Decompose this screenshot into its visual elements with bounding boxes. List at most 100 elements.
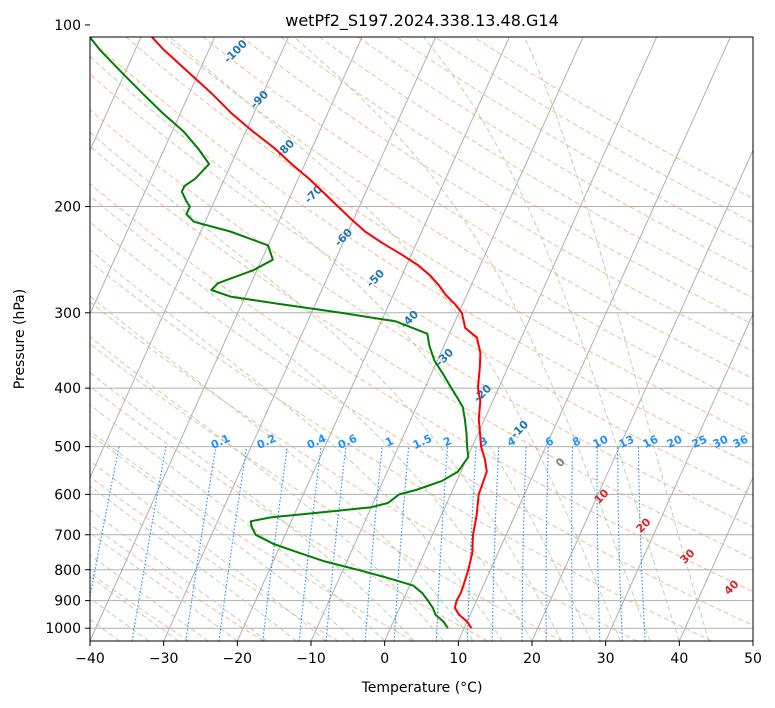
mixing-ratio-line [262, 446, 288, 641]
isotherm-line [236, 37, 510, 641]
isotherm-line [752, 639, 753, 641]
dry-adiabat-line [90, 183, 753, 593]
mixing-ratio-label: 36 [731, 433, 751, 451]
moist-adiabat-line [90, 336, 444, 641]
moist-adiabat-line [90, 532, 238, 641]
moist-adiabat-label: -50 [364, 267, 387, 290]
dry-adiabat-line [90, 301, 638, 641]
x-tick-label: 0 [380, 651, 389, 667]
dry-adiabat-line [202, 37, 753, 380]
moist-adiabat-line [90, 295, 474, 641]
mixing-ratio-line [435, 446, 449, 641]
background-lines [90, 37, 753, 641]
isotherm-line [457, 37, 731, 641]
dry-adiabat-line [90, 343, 563, 641]
isotherm-line [384, 37, 658, 641]
y-tick-label: 500 [54, 440, 81, 456]
moist-adiabat-label: -100 [221, 37, 250, 66]
y-tick-label: 100 [54, 18, 81, 34]
moist-adiabat-line [90, 371, 415, 641]
mixing-ratio-label: 0.4 [305, 432, 328, 452]
x-tick-label: 20 [523, 651, 541, 667]
mixing-ratio-line [521, 446, 527, 641]
moist-adiabat-label: -30 [433, 346, 456, 369]
moist-adiabat-label: -60 [332, 226, 355, 249]
x-tick-label: −20 [223, 651, 253, 667]
mixing-ratio-label: 20 [665, 433, 685, 451]
moist-adiabat-label: -70 [302, 183, 325, 206]
dry-adiabat-line [90, 38, 753, 466]
x-tick-label: −40 [75, 651, 105, 667]
moist-adiabat-line [90, 249, 503, 641]
dry-adiabat-line [90, 109, 753, 528]
plot-frame [89, 36, 754, 642]
moist-adiabat-line [90, 433, 356, 641]
dry-adiabat-line [357, 37, 753, 273]
dry-adiabat-label: 40 [722, 577, 742, 597]
mixing-ratio-line [571, 446, 574, 641]
chart-title: wetPf2_S197.2024.338.13.48.G14 [285, 11, 559, 31]
y-tick-label: 800 [54, 563, 81, 579]
y-axis-label: Pressure (hPa) [12, 289, 28, 389]
y-tick-label: 200 [54, 200, 81, 216]
moist-adiabat-line [90, 195, 533, 641]
mixing-ratio-label: 0.1 [209, 432, 232, 452]
dry-adiabat-line [90, 572, 190, 641]
moist-adiabat-label: -80 [274, 137, 297, 160]
mixing-ratio-line [637, 446, 646, 641]
mixing-ratio-line [90, 446, 120, 600]
dry-adiabat-line [125, 37, 753, 437]
mixing-ratio-label: 30 [711, 433, 731, 451]
dry-adiabat-line [163, 37, 753, 408]
line-labels: 0.1 0.2 0.4 0.6 1 1.5 2 3 4 6 8 10 13 16 20 25 30 36-100-… [209, 37, 751, 598]
x-tick-label: 30 [597, 651, 615, 667]
x-tick-label: −10 [296, 651, 326, 667]
isotherm-line [678, 476, 753, 641]
x-tick-label: 50 [744, 651, 762, 667]
mixing-ratio-label: 25 [690, 433, 709, 451]
x-tick-label: −30 [149, 651, 179, 667]
y-tick-label: 900 [54, 594, 81, 610]
dry-adiabat-label: 20 [634, 515, 654, 535]
moist-adiabat-line [90, 509, 268, 641]
mixing-ratio-line [185, 446, 217, 641]
mixing-ratio-line [596, 446, 601, 641]
x-tick-label: 10 [449, 651, 467, 667]
mixing-ratio-line [545, 446, 549, 641]
profile-lines [90, 37, 488, 629]
axes: −40 −30 −20 −10 0 10 20 30 40 5010020030040050060… [45, 18, 762, 667]
moist-adiabat-line [90, 131, 562, 641]
dry-adiabat-line [90, 145, 753, 560]
dry-adiabat-label: 30 [678, 546, 698, 566]
mixing-ratio-line [131, 446, 167, 641]
isotherm-line [605, 312, 753, 641]
mixing-ratio-line [491, 446, 500, 641]
moist-adiabat-label: -20 [471, 382, 494, 405]
dry-adiabat-line [90, 73, 753, 497]
moist-adiabat-line [90, 554, 209, 641]
y-tick-label: 400 [54, 381, 81, 397]
isotherm-line [90, 37, 216, 316]
moist-adiabat-line [90, 460, 327, 641]
isotherm-line [90, 37, 289, 479]
mixing-ratio-line [218, 446, 248, 641]
mixing-ratio-line [393, 446, 410, 641]
dry-adiabat-line [90, 221, 753, 627]
isotherm-line [531, 149, 753, 641]
y-tick-label: 1000 [45, 621, 81, 637]
moist-adiabat-line [90, 576, 179, 641]
dry-adiabat-line [279, 37, 753, 325]
mixing-ratio-label: 16 [641, 433, 661, 451]
dry-adiabat-line [90, 430, 414, 641]
x-tick-label: 40 [670, 651, 688, 667]
dry-adiabat-line [241, 37, 753, 352]
dry-adiabat-line [318, 37, 753, 299]
moist-adiabat-line [523, 37, 710, 641]
moist-adiabat-line [422, 37, 680, 641]
temperature-profile-line [150, 37, 488, 629]
moist-adiabat-label: -90 [248, 88, 271, 111]
dry-adiabat-line [90, 260, 712, 641]
mixing-ratio-line [298, 446, 322, 641]
isotherm-line [90, 37, 363, 641]
